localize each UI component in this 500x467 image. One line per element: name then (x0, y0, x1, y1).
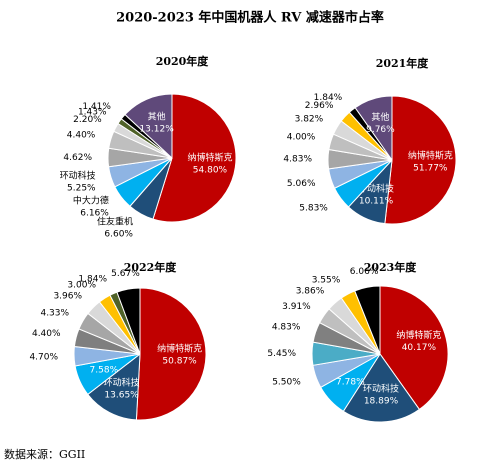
slice-value-label: 7.58% (90, 366, 119, 376)
slice-value-label: 4.40% (32, 329, 61, 339)
pie-slice (354, 95, 393, 162)
pie-slice (342, 353, 421, 423)
slice-value-label: 7.78% (336, 378, 365, 388)
pie-slice (124, 93, 173, 160)
slice-value-label: 6.16% (80, 209, 109, 219)
pie-slice (116, 287, 141, 355)
slice-name: 其他 (148, 110, 166, 122)
slice-value-label: 3.86% (296, 287, 325, 297)
slice-value-label: 6.60% (104, 229, 133, 239)
slice-value-label: 9.76% (366, 125, 395, 135)
slice-value-label: 3.91% (282, 302, 311, 312)
pie-title: 2022年度 (124, 260, 178, 274)
slice-value-label: 2.96% (305, 101, 334, 111)
slice-value-label: 3.55% (312, 275, 341, 285)
pie-slice (135, 287, 207, 421)
pie-title: 2023年度 (364, 260, 418, 274)
pie-slice (379, 285, 449, 411)
pie-slice (87, 352, 141, 421)
slice-value-label: 4.70% (29, 352, 58, 362)
slice-value-label: 51.77% (413, 164, 448, 174)
slice-value-label: 4.62% (63, 153, 92, 163)
slice-name: 纳博特斯克 (396, 329, 441, 341)
slice-value-label: 13.65% (104, 391, 139, 401)
slice-value-label: 5.83% (299, 203, 328, 213)
slice-value-label: 5.06% (287, 179, 316, 189)
slice-value-label: 40.17% (402, 343, 437, 353)
pie-slice (354, 285, 381, 355)
slice-value-label: 18.89% (364, 396, 399, 406)
slice-value-label: 1.41% (82, 102, 111, 112)
slice-value-label: 1.84% (78, 274, 107, 284)
source-note: 数据来源：GGII (4, 447, 85, 461)
page-title: 2020-2023 年中国机器人 RV 减速器市占率 (116, 10, 384, 26)
slice-value-label: 50.87% (162, 357, 197, 367)
slice-name: 纳博特斯克 (408, 150, 453, 162)
slice-value-label: 10.11% (359, 196, 394, 206)
slice-value-label: 5.25% (67, 183, 96, 193)
slice-value-label: 54.80% (193, 165, 228, 175)
slice-name: 纳博特斯克 (157, 343, 202, 355)
slice-name: 环动科技 (363, 382, 399, 394)
slice-value-label: 3.82% (295, 115, 324, 125)
slice-name: 环动科技 (60, 169, 96, 181)
slice-value-label: 3.96% (53, 291, 82, 301)
pie-title: 2020年度 (156, 54, 210, 68)
slice-name: 其他 (371, 111, 389, 123)
slice-name: 住友重机 (97, 215, 133, 227)
slice-value-label: 3.00% (67, 280, 96, 290)
slice-value-label: 1.43% (78, 107, 107, 117)
slice-value-label: 5.50% (272, 378, 301, 388)
pie-title: 2021年度 (376, 56, 430, 70)
slice-value-label: 5.67% (111, 269, 140, 279)
slice-value-label: 2.20% (73, 115, 102, 125)
slice-value-label: 6.06% (350, 267, 379, 277)
slice-value-label: 4.00% (287, 133, 316, 143)
pie-slice (384, 95, 457, 225)
slice-value-label: 1.84% (314, 93, 343, 103)
slice-name: 纳博特斯克 (187, 151, 232, 163)
slice-value-label: 4.83% (272, 323, 301, 333)
slice-name: 环动科技 (104, 377, 140, 389)
slice-value-label: 4.33% (40, 308, 69, 318)
slice-name: 中大力德 (73, 195, 109, 207)
slice-value-label: 4.83% (283, 154, 312, 164)
slice-value-label: 4.40% (67, 131, 96, 141)
slice-value-label: 13.12% (139, 124, 174, 134)
slice-value-label: 5.45% (267, 349, 296, 359)
pie-slice (152, 93, 237, 223)
